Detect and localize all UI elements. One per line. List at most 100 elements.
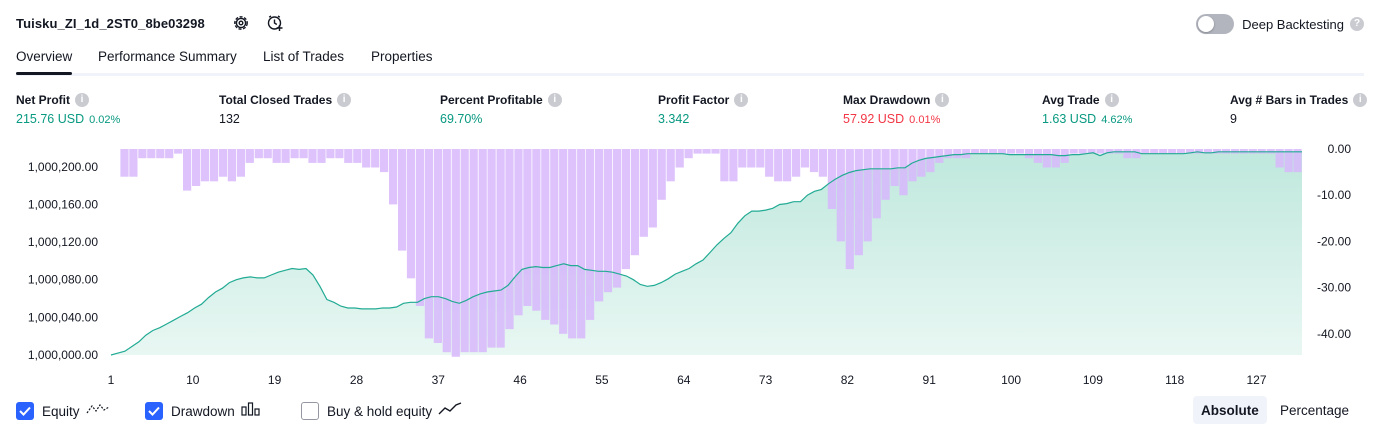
help-icon[interactable]: i [1104, 93, 1119, 107]
drawdown-bar [478, 149, 487, 353]
deep-backtesting-toggle[interactable] [1196, 14, 1235, 34]
tab-list-of-trades[interactable]: List of Trades [263, 49, 344, 64]
drawdown-bar [1150, 149, 1159, 154]
absolute-button[interactable]: Absolute [1193, 396, 1267, 424]
drawdown-bar [926, 149, 935, 173]
stat-sub-value: 0.02% [89, 114, 121, 126]
drawdown-bar [254, 149, 263, 159]
stat-value: 3.342 [658, 112, 690, 126]
drawdown-bar [827, 149, 836, 209]
deep-backtesting-label: Deep Backtesting [1242, 16, 1344, 32]
right-axis-tick-label: -20.00 [1317, 234, 1351, 248]
equity-toggle[interactable]: Equity [16, 400, 110, 422]
drawdown-bar [1194, 149, 1204, 154]
settings-icon[interactable] [231, 13, 251, 33]
tab-properties[interactable]: Properties [371, 49, 433, 64]
drawdown-bar [774, 149, 783, 182]
stat-net-profit: Net Profit i 215.76 USD 0.02% [16, 93, 120, 126]
drawdown-bar [496, 149, 505, 348]
drawdown-bar [944, 149, 953, 159]
drawdown-bar [424, 149, 433, 339]
drawdown-bar [192, 149, 201, 186]
stat-value: 57.92 USD [843, 112, 905, 126]
tab-performance-summary-label: Performance Summary [98, 49, 237, 64]
drawdown-bar [1069, 149, 1078, 154]
buy-hold-line-icon [438, 401, 462, 421]
help-icon[interactable]: i [1353, 93, 1368, 107]
drawdown-bar [881, 149, 890, 200]
equity-checkbox[interactable] [16, 402, 34, 420]
stat-avg-trade: Avg Trade i 1.63 USD 4.62% [1042, 93, 1132, 126]
help-icon[interactable]: i [75, 93, 89, 107]
drawdown-bar [1042, 149, 1051, 168]
drawdown-bar [1159, 149, 1168, 154]
drawdown-bar [1105, 149, 1114, 154]
tab-overview[interactable]: Overview [16, 49, 73, 75]
drawdown-bar [720, 149, 729, 182]
help-icon[interactable]: i [337, 93, 352, 107]
drawdown-bar [595, 149, 604, 302]
drawdown-bar [514, 149, 523, 316]
drawdown-bar [899, 149, 908, 196]
equity-drawdown-chart[interactable]: 1,000,200.00 1,000,160.00 1,000,120.00 1,00… [0, 140, 1379, 390]
buy-hold-equity-toggle[interactable]: Buy & hold equity [301, 400, 462, 422]
help-icon[interactable]: i [935, 93, 950, 107]
drawdown-bar [630, 149, 639, 256]
drawdown-label: Drawdown [171, 403, 235, 419]
drawdown-toggle[interactable]: Drawdown [145, 400, 261, 422]
x-axis-tick-label: 118 [1165, 373, 1184, 387]
drawdown-bar [577, 149, 586, 339]
drawdown-bar [129, 149, 138, 177]
drawdown-bar [138, 149, 147, 159]
drawdown-bar [639, 149, 648, 237]
drawdown-bar [227, 149, 236, 182]
drawdown-bar [1186, 149, 1195, 154]
drawdown-bar [612, 149, 622, 288]
stat-value: 69.70% [440, 112, 483, 126]
help-icon[interactable]: i [734, 93, 749, 107]
left-axis-tick-label: 1,000,120.00 [28, 235, 98, 249]
stat-label: Avg Trade [1042, 93, 1100, 107]
tab-overview-label: Overview [16, 49, 73, 64]
drawdown-bar [800, 149, 810, 168]
right-axis-tick-label: -40.00 [1317, 327, 1351, 341]
drawdown-bar [460, 149, 469, 353]
drawdown-bar [1212, 149, 1222, 154]
drawdown-bar [281, 149, 290, 163]
drawdown-bar [451, 149, 460, 357]
stat-label: Percent Profitable [440, 93, 543, 107]
buy-hold-equity-checkbox[interactable] [301, 402, 319, 420]
stat-value: 9 [1230, 112, 1237, 126]
equity-area [111, 151, 1302, 355]
drawdown-bar [272, 149, 281, 163]
x-axis-tick-label: 55 [595, 373, 609, 387]
drawdown-bar [487, 149, 496, 348]
drawdown-bar [236, 149, 245, 177]
drawdown-bar [1293, 149, 1302, 173]
drawdown-checkbox[interactable] [145, 402, 163, 420]
drawdown-bar [308, 149, 317, 163]
stat-label: Profit Factor [658, 93, 730, 107]
drawdown-bar [693, 149, 702, 154]
drawdown-bar [989, 149, 998, 154]
absolute-label: Absolute [1201, 402, 1259, 418]
percentage-button[interactable]: Percentage [1272, 396, 1357, 424]
chart-legend: Equity Drawdown Buy & hold equity Absolu… [16, 396, 1364, 424]
stat-sub-value: 0.01% [909, 114, 941, 126]
drawdown-bar [971, 149, 980, 154]
equity-line-icon [86, 402, 110, 421]
left-axis-tick-label: 1,000,000.00 [28, 348, 98, 362]
help-icon[interactable]: i [547, 93, 562, 107]
stat-value: 132 [219, 112, 240, 126]
drawdown-bar [917, 149, 926, 177]
stat-label: Avg # Bars in Trades [1230, 93, 1349, 107]
help-icon[interactable]: ? [1350, 17, 1364, 31]
add-alert-icon[interactable] [265, 13, 285, 33]
drawdown-bar [1168, 149, 1177, 154]
drawdown-bar [657, 149, 666, 200]
drawdown-bar [702, 149, 711, 154]
left-axis-tick-label: 1,000,040.00 [28, 310, 98, 324]
drawdown-bar [684, 149, 693, 159]
drawdown-bar [1006, 149, 1016, 154]
tab-performance-summary[interactable]: Performance Summary [98, 49, 237, 64]
